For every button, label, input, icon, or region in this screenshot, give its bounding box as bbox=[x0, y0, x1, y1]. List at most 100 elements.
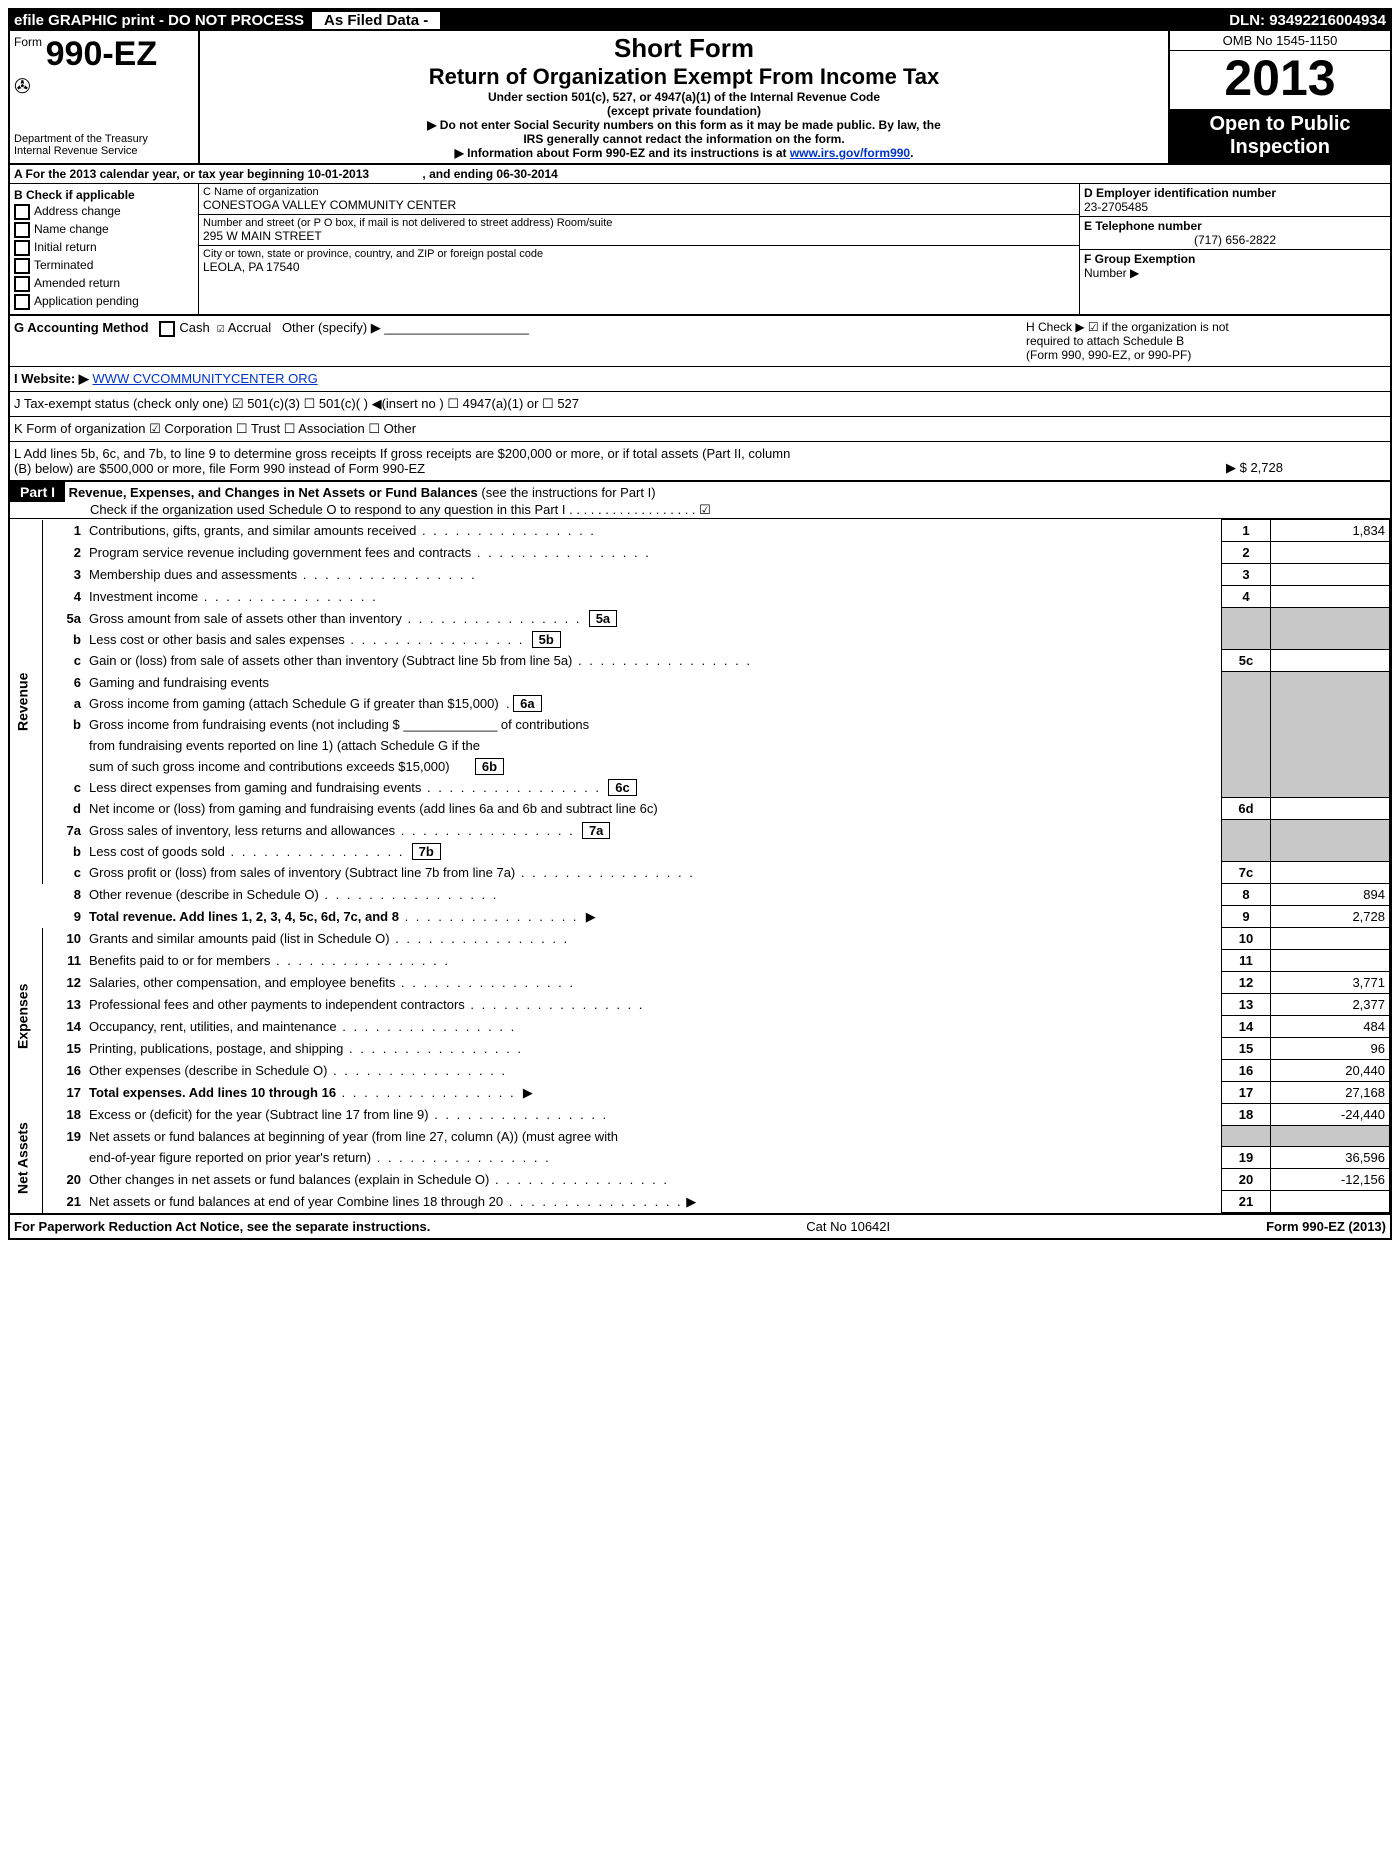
side-netassets: Net Assets bbox=[10, 1104, 43, 1213]
l14: Occupancy, rent, utilities, and maintena… bbox=[85, 1016, 1222, 1038]
header-mid: Short Form Return of Organization Exempt… bbox=[200, 31, 1168, 163]
v1: 1,834 bbox=[1271, 520, 1390, 542]
l21: Net assets or fund balances at end of ye… bbox=[85, 1191, 1222, 1213]
l19a: Net assets or fund balances at beginning… bbox=[85, 1126, 1222, 1147]
l11: Benefits paid to or for members bbox=[85, 950, 1222, 972]
l3: Membership dues and assessments bbox=[85, 564, 1222, 586]
line-A: A For the 2013 calendar year, or tax yea… bbox=[10, 165, 1390, 184]
efile-label: efile GRAPHIC print - DO NOT PROCESS bbox=[14, 12, 304, 29]
l1: Contributions, gifts, grants, and simila… bbox=[85, 520, 1222, 542]
header-row: Form 990-EZ ✇ Department of the Treasury… bbox=[10, 31, 1390, 165]
chk-app[interactable] bbox=[14, 294, 30, 310]
col-DEF: D Employer identification number 23-2705… bbox=[1079, 184, 1390, 314]
v19: 36,596 bbox=[1271, 1147, 1390, 1169]
v9: 2,728 bbox=[1271, 906, 1390, 928]
b4: Amended return bbox=[34, 276, 120, 290]
l4: Investment income bbox=[85, 586, 1222, 608]
chk-cash[interactable] bbox=[159, 321, 175, 337]
l10: Grants and similar amounts paid (list in… bbox=[85, 928, 1222, 950]
warn1: ▶ Do not enter Social Security numbers o… bbox=[206, 118, 1162, 132]
website-link[interactable]: WWW CVCOMMUNITYCENTER ORG bbox=[92, 371, 317, 386]
g-accrual: Accrual bbox=[228, 320, 271, 335]
as-filed-label: As Filed Data - bbox=[312, 12, 440, 29]
F-lbl: F Group Exemption bbox=[1084, 252, 1195, 266]
L1: L Add lines 5b, 6c, and 7b, to line 9 to… bbox=[14, 446, 1226, 461]
v13: 2,377 bbox=[1271, 994, 1390, 1016]
part1-check: Check if the organization used Schedule … bbox=[10, 502, 711, 517]
chk-address[interactable] bbox=[14, 204, 30, 220]
B-title: B Check if applicable bbox=[14, 188, 135, 202]
v20: -12,156 bbox=[1271, 1169, 1390, 1191]
row-L: L Add lines 5b, 6c, and 7b, to line 9 to… bbox=[10, 442, 1390, 480]
v15: 96 bbox=[1271, 1038, 1390, 1060]
header-right: OMB No 1545-1150 2013 Open to Public Ins… bbox=[1168, 31, 1390, 163]
l6d: Net income or (loss) from gaming and fun… bbox=[85, 798, 1222, 820]
l7a: Gross sales of inventory, less returns a… bbox=[85, 820, 1222, 841]
C-city-lbl: City or town, state or province, country… bbox=[203, 248, 1075, 260]
v12: 3,771 bbox=[1271, 972, 1390, 994]
part1-header: Part I Revenue, Expenses, and Changes in… bbox=[10, 480, 1390, 519]
tax-year: 2013 bbox=[1170, 51, 1390, 109]
I-lbl: I Website: ▶ bbox=[14, 371, 89, 386]
l2: Program service revenue including govern… bbox=[85, 542, 1222, 564]
col-B: B Check if applicable Address change Nam… bbox=[10, 184, 199, 314]
D-val: 23-2705485 bbox=[1084, 200, 1148, 214]
footer: For Paperwork Reduction Act Notice, see … bbox=[10, 1213, 1390, 1238]
v18: -24,440 bbox=[1271, 1104, 1390, 1126]
omb-no: OMB No 1545-1150 bbox=[1170, 31, 1390, 51]
side-expenses: Expenses bbox=[10, 928, 43, 1104]
sub2: (except private foundation) bbox=[206, 104, 1162, 118]
b0: Address change bbox=[34, 204, 121, 218]
D-lbl: D Employer identification number bbox=[1084, 186, 1276, 200]
header-left: Form 990-EZ ✇ Department of the Treasury… bbox=[10, 31, 200, 163]
l8: Other revenue (describe in Schedule O) bbox=[85, 884, 1222, 906]
chk-name[interactable] bbox=[14, 222, 30, 238]
warn2: ▶ Information about Form 990-EZ and its … bbox=[455, 146, 790, 160]
dept-treasury: Department of the Treasury bbox=[14, 133, 194, 145]
chk-term[interactable] bbox=[14, 258, 30, 274]
F-val: Number ▶ bbox=[1084, 266, 1139, 280]
row-J: J Tax-exempt status (check only one) ☑ 5… bbox=[10, 392, 1390, 417]
sub1: Under section 501(c), 527, or 4947(a)(1)… bbox=[206, 90, 1162, 104]
C-name: CONESTOGA VALLEY COMMUNITY CENTER bbox=[203, 198, 1075, 212]
v14: 484 bbox=[1271, 1016, 1390, 1038]
efile-bar: efile GRAPHIC print - DO NOT PROCESS As … bbox=[10, 10, 1390, 31]
part1-table: Revenue 1Contributions, gifts, grants, a… bbox=[10, 519, 1390, 1213]
l6b1: Gross income from fundraising events (no… bbox=[85, 714, 1222, 735]
footer-left: For Paperwork Reduction Act Notice, see … bbox=[14, 1219, 430, 1234]
form-990ez: efile GRAPHIC print - DO NOT PROCESS As … bbox=[8, 8, 1392, 1240]
l6b2: from fundraising events reported on line… bbox=[85, 735, 1222, 756]
l5c: Gain or (loss) from sale of assets other… bbox=[85, 650, 1222, 672]
l16: Other expenses (describe in Schedule O) bbox=[85, 1060, 1222, 1082]
l20: Other changes in net assets or fund bala… bbox=[85, 1169, 1222, 1191]
chk-initial[interactable] bbox=[14, 240, 30, 256]
b1: Name change bbox=[34, 222, 109, 236]
irs-link[interactable]: www.irs.gov/form990 bbox=[790, 146, 910, 160]
v17: 27,168 bbox=[1271, 1082, 1390, 1104]
C-street-lbl: Number and street (or P O box, if mail i… bbox=[203, 217, 1075, 229]
form-word: Form bbox=[14, 35, 42, 49]
l15: Printing, publications, postage, and shi… bbox=[85, 1038, 1222, 1060]
v16: 20,440 bbox=[1271, 1060, 1390, 1082]
E-lbl: E Telephone number bbox=[1084, 219, 1202, 233]
open1: Open to Public bbox=[1174, 113, 1386, 136]
l17: Total expenses. Add lines 10 through 16 … bbox=[85, 1082, 1222, 1104]
l9: Total revenue. Add lines 1, 2, 3, 4, 5c,… bbox=[85, 906, 1222, 928]
dln-label: DLN: 93492216004934 bbox=[1229, 12, 1386, 29]
H2: required to attach Schedule B bbox=[1026, 334, 1386, 348]
block-BC: B Check if applicable Address change Nam… bbox=[10, 184, 1390, 316]
G-lbl: G Accounting Method bbox=[14, 320, 149, 335]
C-name-lbl: C Name of organization bbox=[203, 186, 1075, 198]
v8: 894 bbox=[1271, 884, 1390, 906]
l5b: Less cost or other basis and sales expen… bbox=[85, 629, 1222, 650]
l5a: Gross amount from sale of assets other t… bbox=[85, 608, 1222, 629]
part1-sub: (see the instructions for Part I) bbox=[481, 485, 655, 500]
footer-right: Form 990-EZ (2013) bbox=[1266, 1219, 1386, 1234]
chk-amend[interactable] bbox=[14, 276, 30, 292]
l6b3: sum of such gross income and contributio… bbox=[85, 756, 1222, 777]
H1: H Check ▶ ☑ if the organization is not bbox=[1026, 320, 1386, 334]
col-C: C Name of organization CONESTOGA VALLEY … bbox=[199, 184, 1079, 314]
part1-label: Part I bbox=[10, 482, 65, 502]
l13: Professional fees and other payments to … bbox=[85, 994, 1222, 1016]
side-revenue: Revenue bbox=[10, 520, 43, 884]
